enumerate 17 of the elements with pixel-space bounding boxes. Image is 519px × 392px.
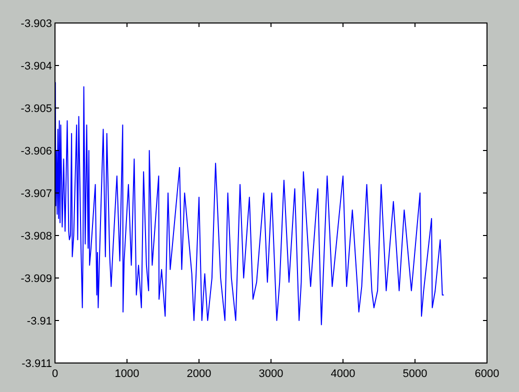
y-tick-label: -3.905 — [20, 103, 52, 115]
x-tick-label: 1000 — [114, 368, 140, 380]
x-tick-label: 0 — [52, 368, 58, 380]
y-tick-label: -3.906 — [20, 146, 52, 158]
y-tick-label: -3.904 — [20, 60, 52, 72]
y-tick-label: -3.909 — [20, 273, 52, 285]
y-tick-label: -3.91 — [26, 316, 52, 328]
y-tick-label: -3.903 — [20, 18, 52, 30]
line-series — [55, 82, 444, 326]
y-tick-label: -3.907 — [20, 188, 52, 200]
x-tick-label: 5000 — [402, 368, 428, 380]
y-tick-label: -3.908 — [20, 230, 52, 242]
x-tick-label: 3000 — [258, 368, 284, 380]
y-tick-label: -3.911 — [22, 358, 52, 370]
x-tick-label: 6000 — [474, 368, 500, 380]
x-tick-label: 2000 — [186, 368, 212, 380]
x-tick-label: 4000 — [330, 368, 356, 380]
